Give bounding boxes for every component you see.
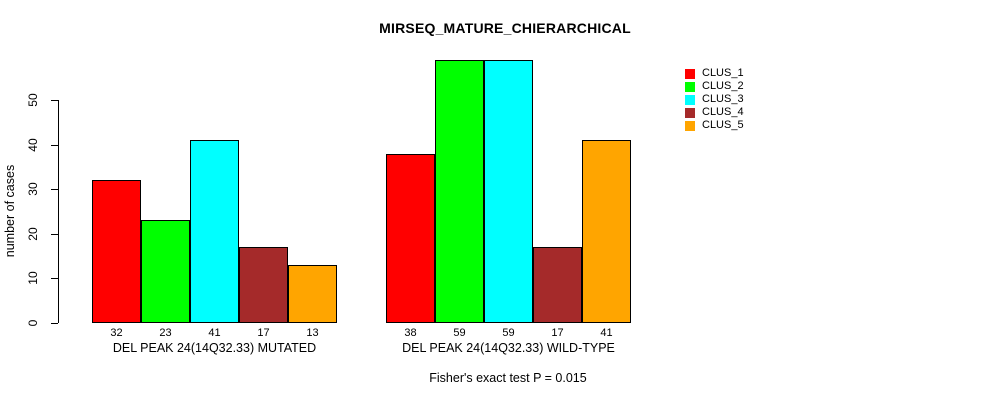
y-axis-tick [51, 233, 58, 235]
bar-clus_2-group1 [141, 220, 190, 323]
group-label: DEL PEAK 24(14Q32.33) MUTATED [112, 341, 317, 355]
legend-label: CLUS_5 [702, 119, 744, 131]
legend-swatch-clus_5 [685, 120, 695, 131]
legend-swatch-clus_4 [685, 107, 695, 118]
bar-value-label: 38 [404, 327, 417, 339]
y-axis-tick-label: 30 [26, 182, 40, 196]
y-axis-tick-label: 0 [26, 319, 40, 327]
y-axis-tick-label: 10 [26, 271, 40, 286]
y-axis-tick-label: 50 [26, 93, 40, 107]
bar-clus_5-group1 [288, 265, 337, 323]
legend-label: CLUS_4 [702, 106, 744, 118]
legend-row: CLUS_4 [685, 106, 744, 119]
legend: CLUS_1 CLUS_2 CLUS_3 CLUS_4 CLUS_5 [685, 67, 744, 132]
legend-row: CLUS_3 [685, 93, 744, 106]
bar-value-label: 17 [551, 327, 564, 339]
y-axis-label: number of cases [3, 164, 17, 258]
legend-row: CLUS_1 [685, 67, 744, 80]
bar-clus_4-group2 [533, 247, 582, 323]
bar-clus_2-group2 [435, 59, 484, 323]
legend-label: CLUS_2 [702, 80, 744, 92]
bar-clus_3-group2 [484, 59, 533, 323]
legend-swatch-clus_1 [685, 68, 695, 79]
bar-clus_1-group2 [386, 153, 435, 323]
bar-value-label: 59 [453, 327, 466, 339]
subtitle-text: Fisher's exact test P = 0.015 [429, 371, 587, 385]
bar-clus_4-group1 [239, 247, 288, 323]
bar-clus_1-group1 [92, 180, 141, 323]
bar-value-label: 41 [208, 327, 221, 339]
y-axis-tick [51, 323, 58, 324]
bar-value-label: 41 [600, 327, 613, 339]
y-axis-tick [51, 100, 58, 101]
bar-clus_5-group2 [582, 140, 631, 323]
legend-label: CLUS_3 [702, 93, 744, 105]
bar-clus_3-group1 [190, 140, 239, 323]
y-axis-tick-label: 40 [26, 137, 40, 152]
y-axis-tick [51, 189, 58, 191]
legend-swatch-clus_2 [685, 81, 695, 92]
y-axis-tick-label: 20 [26, 227, 40, 241]
bar-value-label: 13 [306, 327, 319, 339]
group-label: DEL PEAK 24(14Q32.33) WILD-TYPE [402, 341, 615, 355]
bar-value-label: 32 [110, 327, 123, 339]
legend-swatch-clus_3 [685, 94, 695, 105]
legend-row: CLUS_2 [685, 80, 744, 93]
legend-label: CLUS_1 [702, 67, 744, 79]
bar-value-label: 17 [257, 327, 270, 339]
y-axis-tick [51, 278, 58, 280]
y-axis-tick [51, 144, 58, 146]
bar-value-label: 23 [159, 327, 172, 339]
legend-row: CLUS_5 [685, 119, 744, 132]
y-axis-line [58, 100, 59, 323]
chart-title: MIRSEQ_MATURE_CHIERARCHICAL [379, 20, 631, 36]
bar-value-label: 59 [502, 327, 515, 339]
